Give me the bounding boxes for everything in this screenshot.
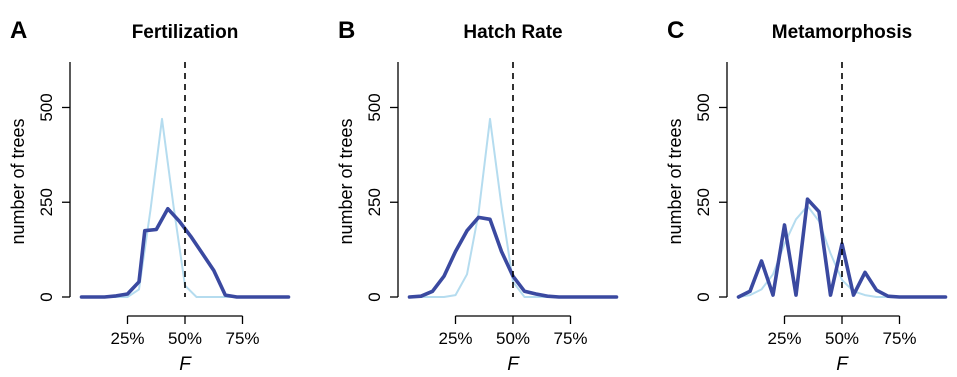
- y-axis-label: number of trees: [336, 118, 356, 244]
- y-tick-label: 0: [365, 292, 384, 301]
- x-tick-label: 75%: [225, 329, 259, 348]
- x-axis-label: F: [507, 354, 520, 375]
- x-tick-label: 50%: [496, 329, 530, 348]
- panel-a: A Fertilization 0 250 500 number of trees 25% 5…: [8, 17, 291, 375]
- y-tick-label: 0: [694, 292, 713, 301]
- x-axis-label: F: [836, 354, 849, 375]
- y-tick-label: 500: [365, 93, 384, 121]
- y-tick-label: 0: [37, 292, 56, 301]
- panel-title: Hatch Rate: [463, 22, 562, 43]
- y-tick-label: 500: [37, 93, 56, 121]
- y-axis-label: number of trees: [8, 118, 28, 244]
- panel-c: C Metamorphosis 0 250 500 number of trees 25% 5…: [665, 17, 948, 375]
- x-tick-label: 25%: [438, 329, 472, 348]
- y-tick-label: 250: [37, 188, 56, 216]
- series-line-dark: [79, 206, 291, 299]
- panel-title: Metamorphosis: [772, 22, 912, 43]
- panel-letter: A: [10, 17, 27, 44]
- x-tick-label: 50%: [168, 329, 202, 348]
- x-tick-label: 25%: [110, 329, 144, 348]
- panel-letter: B: [338, 17, 355, 44]
- x-axis-label: F: [179, 354, 192, 375]
- x-tick-label: 75%: [882, 329, 916, 348]
- x-tick-label: 50%: [825, 329, 859, 348]
- y-tick-label: 250: [365, 188, 384, 216]
- y-tick-label: 500: [694, 93, 713, 121]
- panel-title: Fertilization: [132, 22, 239, 43]
- panel-b: B Hatch Rate 0 250 500 number of trees 25% 50% 7…: [336, 17, 619, 375]
- x-tick-label: 25%: [767, 329, 801, 348]
- panel-letter: C: [667, 17, 684, 44]
- y-tick-label: 250: [694, 188, 713, 216]
- x-tick-label: 75%: [553, 329, 587, 348]
- y-axis-label: number of trees: [665, 118, 685, 244]
